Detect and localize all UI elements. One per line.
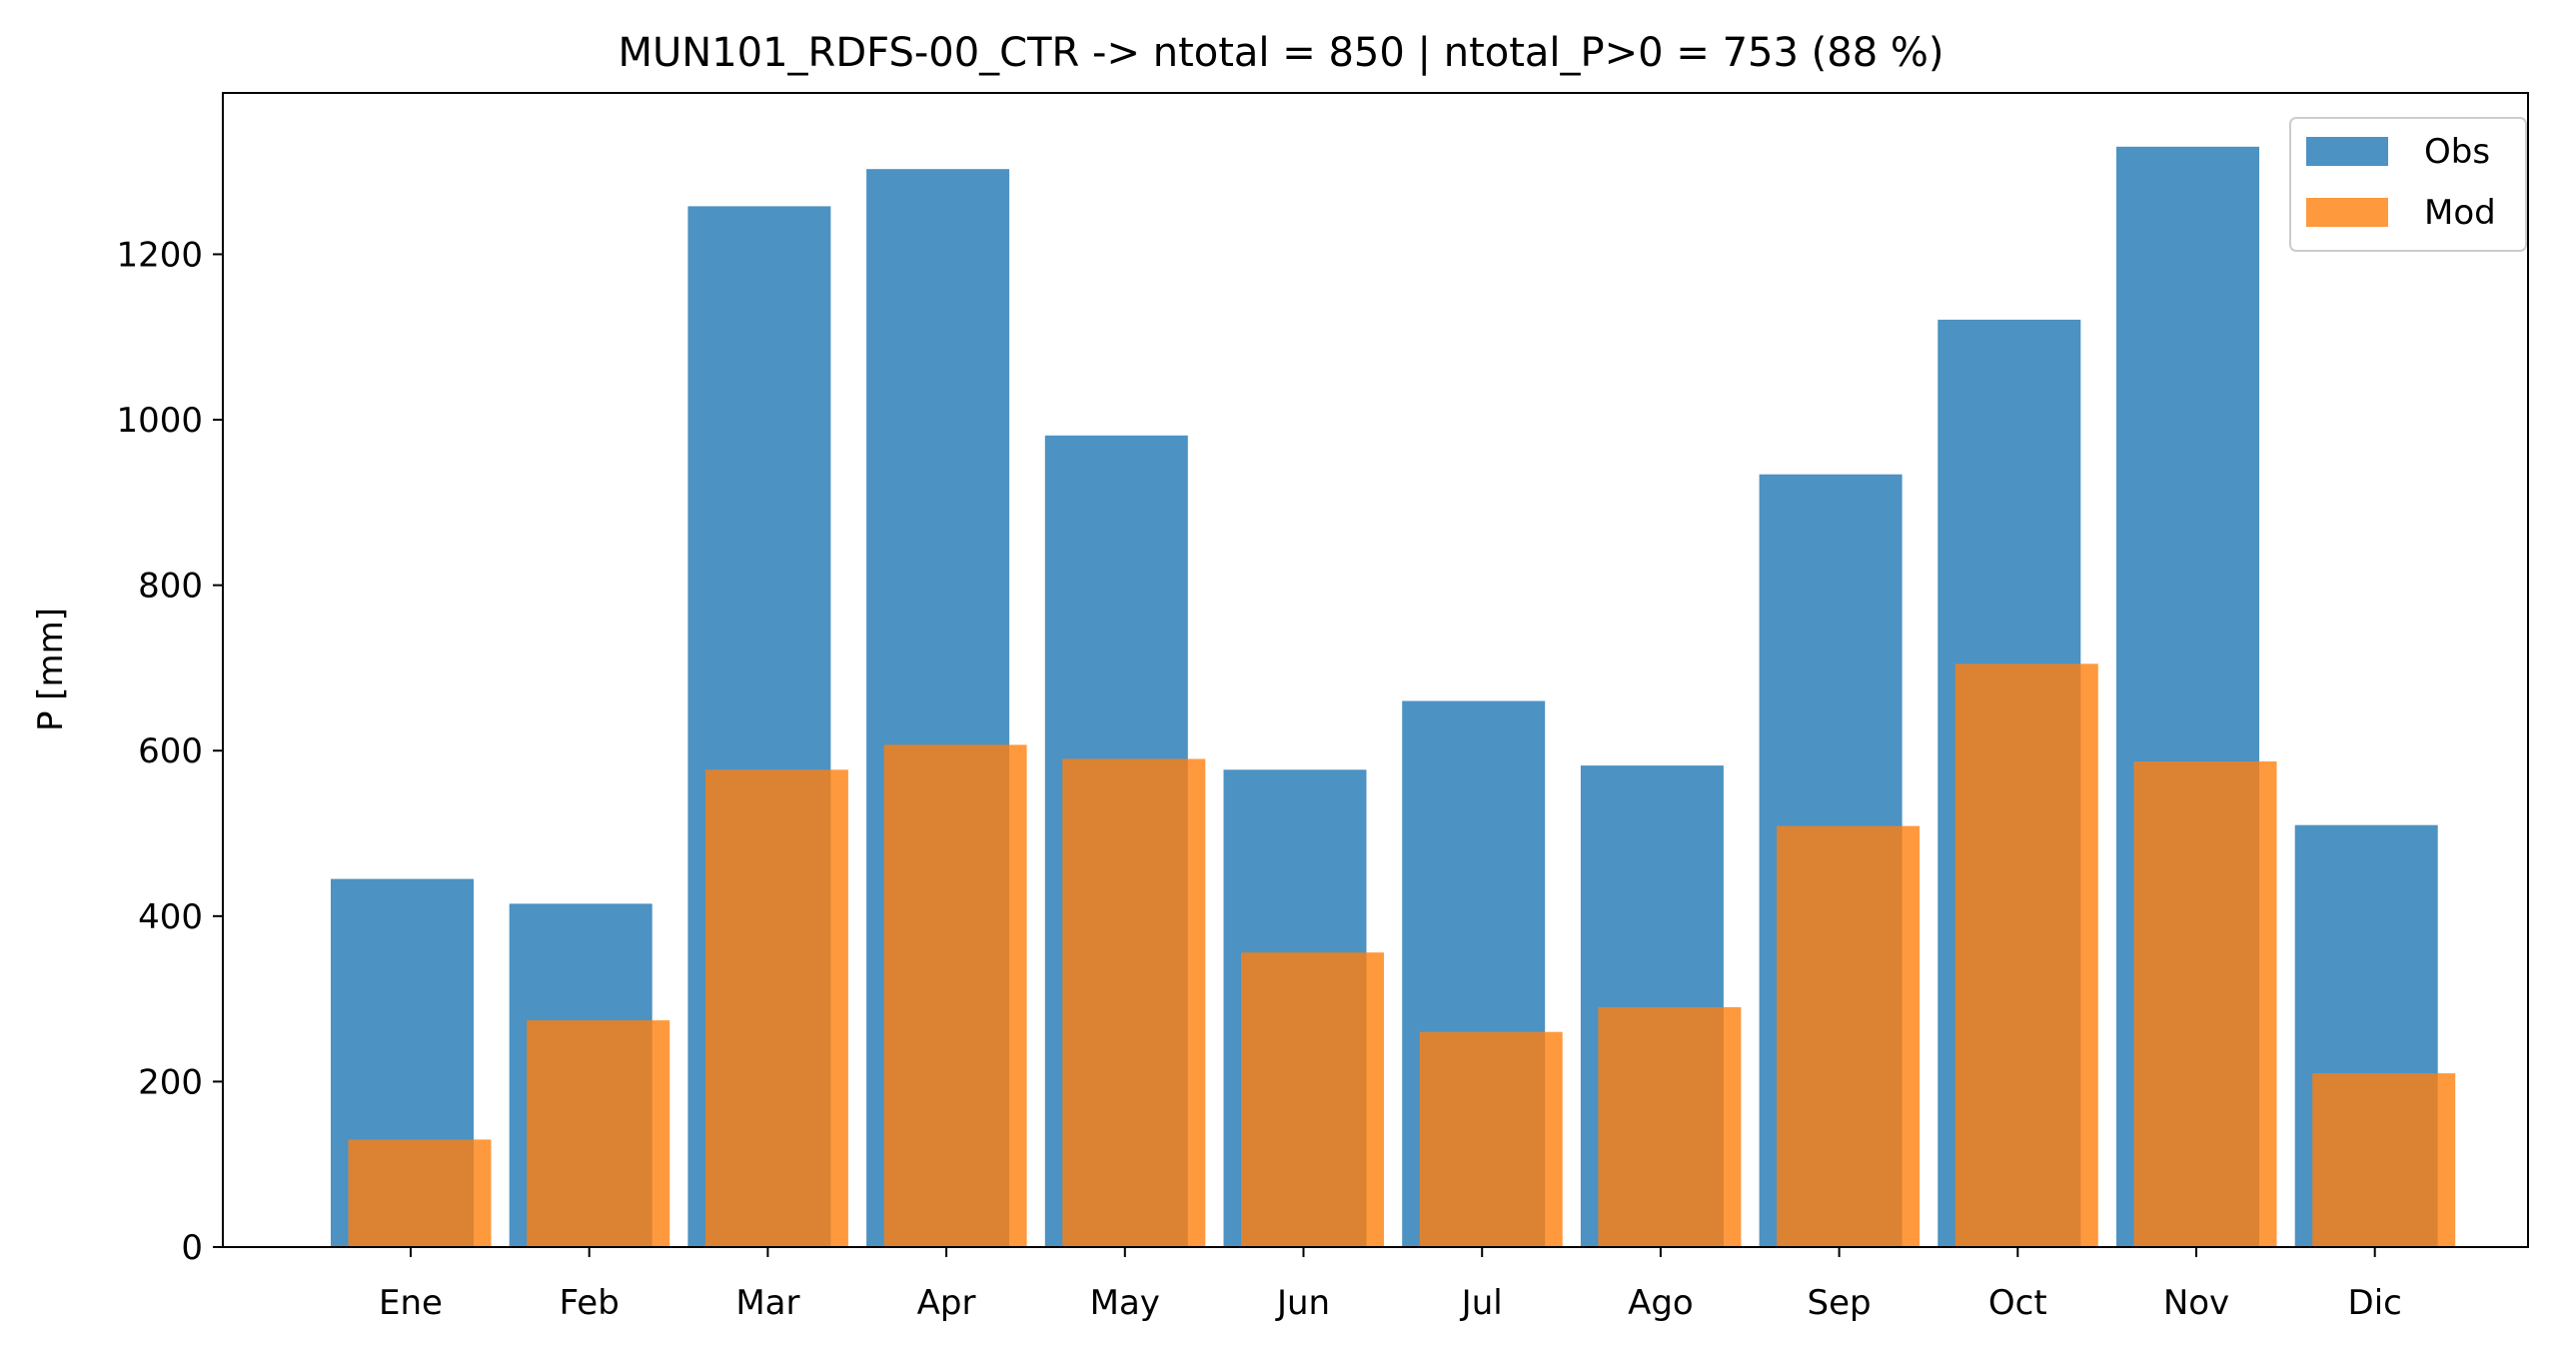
chart-title: MUN101_RDFS-00_CTR -> ntotal = 850 | nto… [619,30,1944,76]
x-tick-label: Apr [917,1283,976,1323]
y-tick-label: 200 [138,1062,203,1102]
bars-layer [331,146,2456,1248]
plot-frame [222,92,2529,1248]
x-tick-label: Dic [2348,1283,2402,1323]
legend-swatch-obs [2306,137,2388,166]
y-tick-label: 800 [138,567,203,607]
x-tick-label: Jul [1460,1283,1503,1323]
bar-mod-apr [883,744,1027,1247]
bar-mod-nov [2133,761,2277,1247]
y-tick-label: 1200 [116,235,203,275]
y-tick-label: 1000 [116,401,203,441]
x-tick-label: Ene [379,1283,443,1323]
x-tick-label: Sep [1808,1283,1872,1323]
bar-mod-ago [1598,1006,1742,1247]
y-axis-label: P [mm] [31,608,71,731]
bar-mod-mar [704,769,848,1247]
x-tick-label: May [1090,1283,1160,1323]
legend-label-mod: Mod [2424,193,2496,233]
bar-mod-feb [527,1020,670,1247]
x-tick-label: Mar [735,1283,799,1323]
bar-mod-jul [1419,1031,1563,1247]
x-tick-label: Feb [560,1283,620,1323]
y-tick-label: 600 [138,731,203,771]
y-tick-label: 400 [138,897,203,937]
bar-mod-may [1062,758,1206,1247]
x-tick-label: Nov [2163,1283,2229,1323]
bar-mod-ene [348,1139,492,1247]
ticks-layer: Ene Feb Mar Apr May Jun Jul Ago Sep Oct Nov Dic 0 200… [116,235,2401,1323]
legend-label-obs: Obs [2424,132,2490,172]
bar-mod-oct [1954,664,2098,1247]
legend: Obs Mod [2289,117,2527,252]
legend-swatch-mod [2306,198,2388,227]
x-tick-label: Jun [1275,1283,1330,1323]
bar-mod-sep [1777,825,1921,1247]
axes-layer [222,92,2529,1248]
bar-mod-jun [1241,952,1384,1247]
bar-mod-dic [2312,1073,2456,1247]
x-tick-label: Ago [1628,1283,1694,1323]
y-tick-label: 0 [181,1228,203,1268]
x-tick-label: Oct [1988,1283,2047,1323]
